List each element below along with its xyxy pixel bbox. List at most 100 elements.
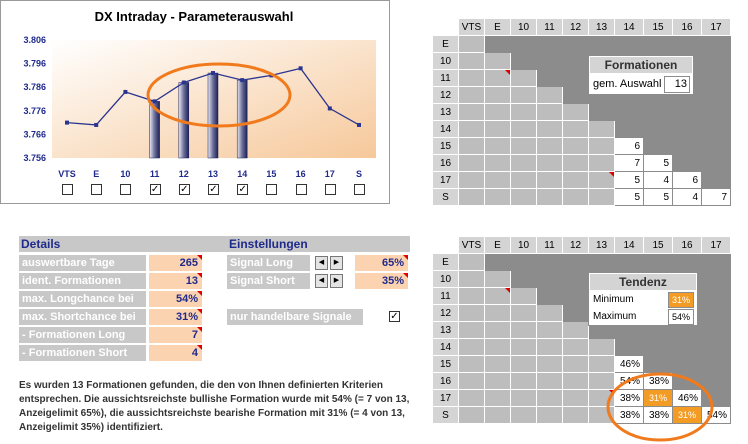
grid-cell[interactable] xyxy=(484,287,511,305)
grid-cell[interactable] xyxy=(562,406,589,424)
tendenz-value-cell[interactable]: 46% xyxy=(614,355,644,373)
grid-cell[interactable] xyxy=(510,86,537,104)
grid-cell[interactable] xyxy=(458,287,485,305)
grid-cell[interactable] xyxy=(484,86,511,104)
grid-cell[interactable] xyxy=(536,304,563,322)
grid-cell[interactable] xyxy=(510,188,537,206)
tendenz-value-cell[interactable]: 38% xyxy=(643,372,673,390)
grid-cell[interactable] xyxy=(484,188,511,206)
grid-cell[interactable] xyxy=(588,372,615,390)
grid-cell[interactable] xyxy=(536,188,563,206)
grid-cell[interactable] xyxy=(484,338,511,356)
tendenz-value-cell[interactable]: 38% xyxy=(614,406,644,424)
grid-cell[interactable] xyxy=(484,372,511,390)
signal-short-increase-button[interactable]: ▶ xyxy=(330,274,343,288)
checkbox-14[interactable]: ✓ xyxy=(237,184,249,195)
grid-cell[interactable] xyxy=(484,304,511,322)
grid-cell[interactable] xyxy=(562,338,589,356)
grid-cell[interactable] xyxy=(536,103,563,121)
grid-cell[interactable] xyxy=(562,103,589,121)
checkbox-16[interactable] xyxy=(295,184,307,195)
grid-cell[interactable] xyxy=(562,389,589,407)
tendenz-value-cell[interactable]: 31% xyxy=(672,406,702,424)
grid-cell[interactable] xyxy=(536,120,563,138)
grid-cell[interactable] xyxy=(510,154,537,172)
grid-cell[interactable] xyxy=(562,120,589,138)
grid-cell[interactable] xyxy=(458,154,485,172)
grid-cell[interactable] xyxy=(562,154,589,172)
grid-cell[interactable] xyxy=(510,304,537,322)
grid-cell[interactable] xyxy=(458,86,485,104)
grid-cell[interactable] xyxy=(484,270,511,288)
tendenz-value-cell[interactable]: 54% xyxy=(701,406,731,424)
grid-cell[interactable] xyxy=(458,355,485,373)
grid-cell[interactable] xyxy=(510,321,537,339)
grid-cell[interactable] xyxy=(510,389,537,407)
grid-cell[interactable] xyxy=(484,52,511,70)
formation-value-cell[interactable]: 7 xyxy=(701,188,731,206)
checkbox-15[interactable] xyxy=(266,184,278,195)
grid-cell[interactable] xyxy=(588,355,615,373)
grid-cell[interactable] xyxy=(562,321,589,339)
checkbox-17[interactable] xyxy=(324,184,336,195)
grid-cell[interactable] xyxy=(588,137,615,155)
formation-value-cell[interactable]: 4 xyxy=(672,188,702,206)
grid-cell[interactable] xyxy=(458,270,485,288)
signal-long-value[interactable]: 65% xyxy=(355,255,408,271)
grid-cell[interactable] xyxy=(484,103,511,121)
grid-cell[interactable] xyxy=(458,304,485,322)
grid-cell[interactable] xyxy=(588,188,615,206)
grid-cell[interactable] xyxy=(458,69,485,87)
grid-cell[interactable] xyxy=(510,287,537,305)
grid-cell[interactable] xyxy=(510,137,537,155)
grid-cell[interactable] xyxy=(484,321,511,339)
tendenz-value-cell[interactable]: 54% xyxy=(614,372,644,390)
grid-cell[interactable] xyxy=(484,154,511,172)
grid-cell[interactable] xyxy=(458,52,485,70)
grid-cell[interactable] xyxy=(510,103,537,121)
grid-cell[interactable] xyxy=(536,389,563,407)
grid-cell[interactable] xyxy=(536,372,563,390)
checkbox-VTS[interactable] xyxy=(62,184,73,195)
grid-cell[interactable] xyxy=(510,69,537,87)
grid-cell[interactable] xyxy=(536,86,563,104)
formation-value-cell[interactable]: 6 xyxy=(614,137,644,155)
tendenz-max-value[interactable]: 54% xyxy=(668,309,694,325)
grid-cell[interactable] xyxy=(510,372,537,390)
checkbox-11[interactable]: ✓ xyxy=(149,184,161,195)
grid-cell[interactable] xyxy=(588,389,615,407)
formation-value-cell[interactable]: 7 xyxy=(614,154,644,172)
grid-cell[interactable] xyxy=(510,406,537,424)
grid-cell[interactable] xyxy=(588,406,615,424)
grid-cell[interactable] xyxy=(588,171,615,189)
grid-cell[interactable] xyxy=(458,372,485,390)
grid-cell[interactable] xyxy=(510,171,537,189)
signal-short-value[interactable]: 35% xyxy=(355,273,408,289)
grid-cell[interactable] xyxy=(458,103,485,121)
checkbox-12[interactable]: ✓ xyxy=(178,184,190,195)
grid-cell[interactable] xyxy=(458,406,485,424)
grid-cell[interactable] xyxy=(588,154,615,172)
formation-value-cell[interactable]: 5 xyxy=(643,188,673,206)
formation-value-cell[interactable]: 6 xyxy=(672,171,702,189)
grid-cell[interactable] xyxy=(484,137,511,155)
grid-cell[interactable] xyxy=(536,338,563,356)
grid-cell[interactable] xyxy=(458,171,485,189)
grid-cell[interactable] xyxy=(588,120,615,138)
grid-cell[interactable] xyxy=(484,120,511,138)
grid-cell[interactable] xyxy=(458,35,485,53)
grid-cell[interactable] xyxy=(536,171,563,189)
grid-cell[interactable] xyxy=(510,338,537,356)
grid-cell[interactable] xyxy=(458,253,485,271)
grid-cell[interactable] xyxy=(510,355,537,373)
grid-cell[interactable] xyxy=(536,154,563,172)
signal-long-decrease-button[interactable]: ◀ xyxy=(315,256,328,270)
grid-cell[interactable] xyxy=(458,137,485,155)
grid-cell[interactable] xyxy=(484,355,511,373)
grid-cell[interactable] xyxy=(484,406,511,424)
tendenz-value-cell[interactable]: 31% xyxy=(643,389,673,407)
signal-short-decrease-button[interactable]: ◀ xyxy=(315,274,328,288)
grid-cell[interactable] xyxy=(588,338,615,356)
checkbox-S[interactable] xyxy=(354,184,365,195)
grid-cell[interactable] xyxy=(458,188,485,206)
